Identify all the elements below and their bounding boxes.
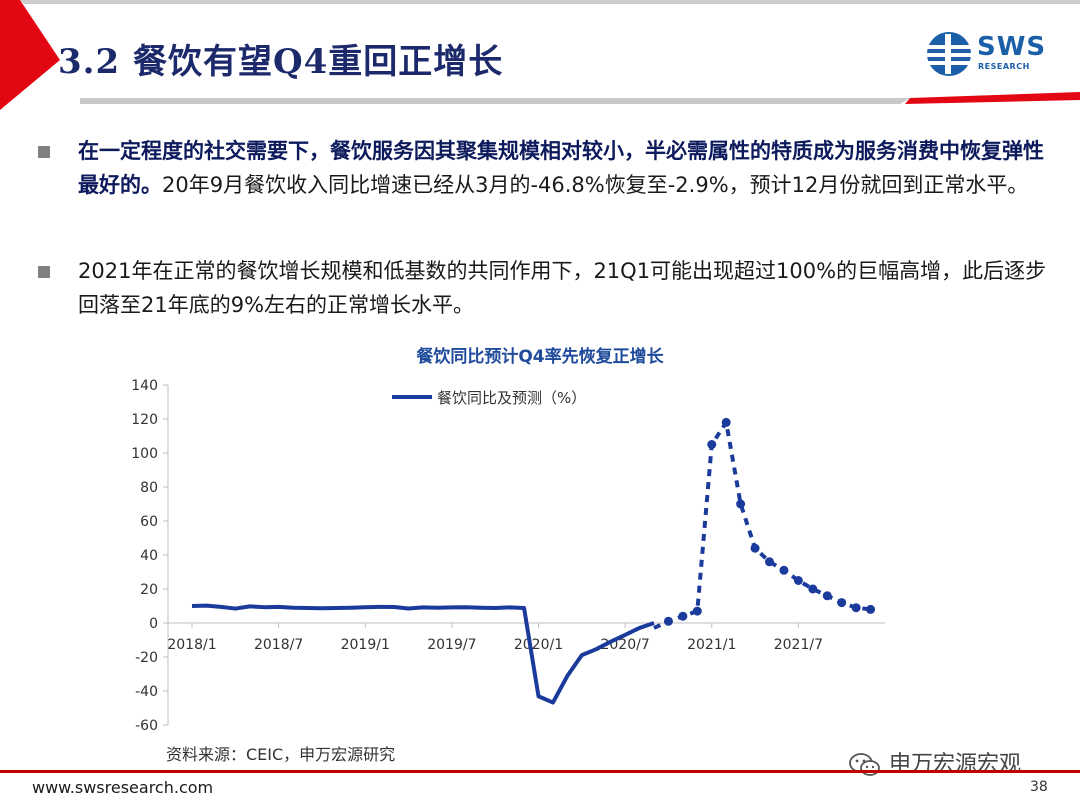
x-axis: 2018/1 2018/7 2019/1 2019/7 2020/1 2020/7 2021… [167,622,885,653]
watermark-text: 申万宏源宏观 [889,752,1022,777]
logo-subtext: RESEARCH [978,62,1030,71]
header-decoration [0,0,1080,110]
logo-text: SWS [977,32,1047,62]
x-tick-label: 2019/7 [427,637,476,653]
y-tick-label: 20 [140,582,158,598]
y-tick-label: 0 [149,616,158,632]
sws-globe-icon [927,32,971,76]
forecast-data-point [678,611,688,621]
forecast-data-point [692,606,702,616]
header-underline [80,98,910,104]
bullet-bold-text: 在一定程度的社交需要下，餐饮服务因其聚集规模相对较小，半必需属性的特质成为服务消… [78,139,1044,197]
y-tick-label: 40 [140,548,158,564]
y-tick-label: -60 [135,718,158,734]
y-tick-label: 120 [131,412,158,428]
y-tick-label: -20 [135,650,158,666]
forecast-data-point [663,616,673,626]
y-tick-label: -40 [135,684,158,700]
page-number: 38 [1030,779,1048,795]
forecast-data-point [822,591,832,601]
forecast-data-point [851,603,861,613]
forecast-data-point [793,576,803,585]
red-corner-shape [0,0,60,110]
forecast-data-point [736,499,746,509]
watermark: 申万宏源宏观 [848,746,1021,778]
forecast-data-point [866,604,876,614]
bullet-square-icon [38,146,50,158]
chart-series [191,417,876,705]
y-axis: 140 120 100 80 60 40 20 0 -20 -40 -60 [131,378,169,734]
y-tick-label: 140 [131,378,158,394]
forecast-data-point [721,417,731,427]
forecast-data-point [779,565,789,575]
y-tick-label: 60 [140,514,158,530]
slide-header: 3.2 餐饮有望Q4重回正增长 SWS RESEARCH [0,0,1080,110]
bullet-text-2: 2021年在正常的餐饮增长规模和低基数的共同作用下，21Q1可能出现超过100%… [78,254,1048,322]
page-title: 3.2 餐饮有望Q4重回正增长 [58,42,504,82]
y-tick-label: 100 [131,446,158,462]
bullet-point-1: 在一定程度的社交需要下，餐饮服务因其聚集规模相对较小，半必需属性的特质成为服务消… [38,134,1048,236]
series-actual-line [191,603,655,705]
footer-divider [0,770,1080,773]
sws-logo: SWS RESEARCH [925,30,1055,78]
x-tick-label: 2020/7 [600,637,649,653]
x-tick-label: 2019/1 [341,637,390,653]
x-tick-label: 2021/1 [687,637,736,653]
bullet-square-icon [38,266,50,278]
y-tick-label: 80 [140,480,158,496]
forecast-data-point [808,584,818,594]
legend-label: 餐饮同比及预测（%） [437,389,586,407]
bullet-text-1: 在一定程度的社交需要下，餐饮服务因其聚集规模相对较小，半必需属性的特质成为服务消… [78,134,1048,202]
x-tick-label: 2018/1 [167,637,216,653]
forecast-data-point [837,598,847,608]
bullet-normal-text: 20年9月餐饮收入同比增速已经从3月的-46.8%恢复至-2.9%，预计12月份… [162,173,1029,197]
footer-url: www.swsresearch.com [32,778,214,797]
chart-legend: 餐饮同比及预测（%） [392,389,586,407]
header-red-accent [905,92,1080,104]
x-tick-label: 2018/7 [254,637,303,653]
x-tick-label: 2021/7 [774,637,823,653]
series-forecast-line [653,420,871,630]
forecast-data-point [707,440,717,449]
forecast-data-point [750,543,760,553]
chart-title: 餐饮同比预计Q4率先恢复正增长 [416,347,664,367]
bullet-point-2: 2021年在正常的餐饮增长规模和低基数的共同作用下，21Q1可能出现超过100%… [38,254,1048,322]
x-tick-label: 2020/1 [514,637,563,653]
forecast-data-point [765,557,774,567]
chart-source: 资料来源：CEIC，申万宏源研究 [166,745,396,764]
bullet-normal-text: 2021年在正常的餐饮增长规模和低基数的共同作用下，21Q1可能出现超过100%… [78,259,1047,317]
wechat-icon [849,753,880,776]
